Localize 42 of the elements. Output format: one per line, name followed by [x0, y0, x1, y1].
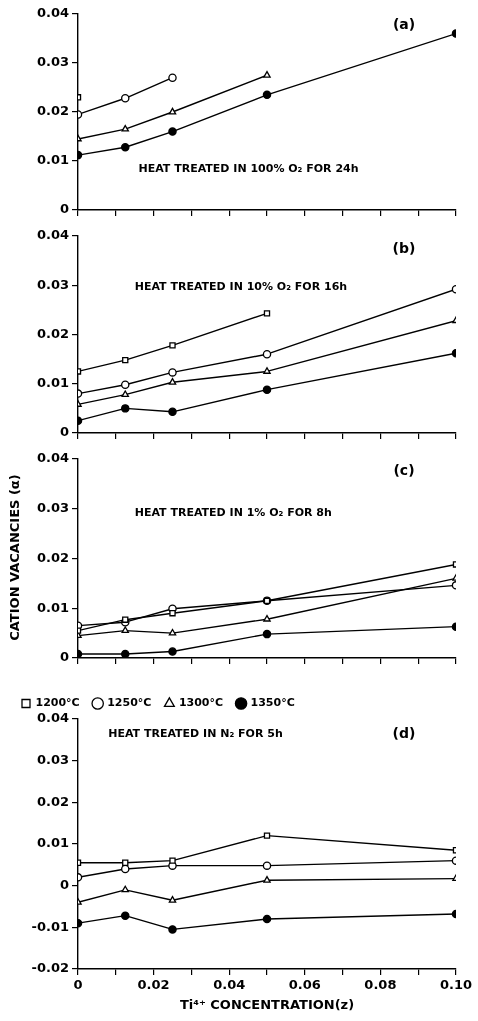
y-tick-label: 0.01	[36, 375, 69, 391]
text: HEAT TREATED IN 10% O₂ FOR 16h	[134, 280, 348, 294]
y-tick-label: 0	[59, 649, 69, 665]
chart-title: (a)	[392, 16, 416, 33]
x-tick-label: 0.02	[137, 977, 170, 993]
legend-label: 1300°C	[178, 696, 224, 710]
y-tick-label: 0.03	[36, 500, 69, 516]
text: HEAT TREATED IN 1% O₂ FOR 8h	[134, 505, 332, 519]
y-tick-label: 0.04	[36, 710, 69, 726]
text: HEAT TREATED IN N₂ FOR 5h	[108, 726, 283, 740]
y-tick-label: 0.02	[36, 103, 69, 119]
y-tick-label: 0.03	[36, 752, 69, 768]
y-tick-label: -0.02	[31, 960, 69, 976]
legend-label: 1250°C	[107, 696, 152, 710]
y-tick-label: 0.03	[36, 54, 69, 70]
text: HEAT TREATED IN 100% O₂ FOR 24h	[138, 161, 359, 175]
y-tick-label: 0.01	[36, 152, 69, 168]
y-tick-label: 0.02	[36, 793, 69, 809]
x-tick-label: 0.08	[364, 977, 397, 993]
y-axis-title: CATION VACANCIES (α)	[7, 474, 23, 641]
y-tick-label: -0.01	[31, 918, 69, 934]
y-tick-label: 0	[59, 201, 69, 217]
y-tick-label: 0	[59, 424, 69, 440]
y-tick-label: 0.02	[36, 325, 69, 341]
y-tick-label: 0	[59, 877, 69, 893]
chart-title: (d)	[392, 724, 416, 741]
x-tick-label: 0.04	[213, 977, 246, 993]
legend-label: 1200°C	[35, 696, 80, 710]
x-tick-label: 0.10	[439, 977, 473, 993]
chart-title: (c)	[393, 461, 415, 478]
y-tick-label: 0.03	[36, 276, 69, 292]
chart-title: (b)	[392, 240, 416, 257]
y-tick-label: 0.04	[36, 450, 69, 466]
legend-label: 1350°C	[250, 696, 295, 710]
y-tick-label: 0.01	[36, 835, 69, 851]
x-tick-label: 0.06	[288, 977, 321, 993]
x-tick-label: 0	[73, 977, 83, 993]
y-tick-label: 0.04	[36, 227, 69, 243]
y-tick-label: 0.02	[36, 549, 69, 565]
y-tick-label: 0.01	[36, 599, 69, 615]
x-axis-title: Ti⁴⁺ CONCENTRATION(z)	[179, 996, 355, 1012]
y-tick-label: 0.04	[36, 5, 69, 21]
